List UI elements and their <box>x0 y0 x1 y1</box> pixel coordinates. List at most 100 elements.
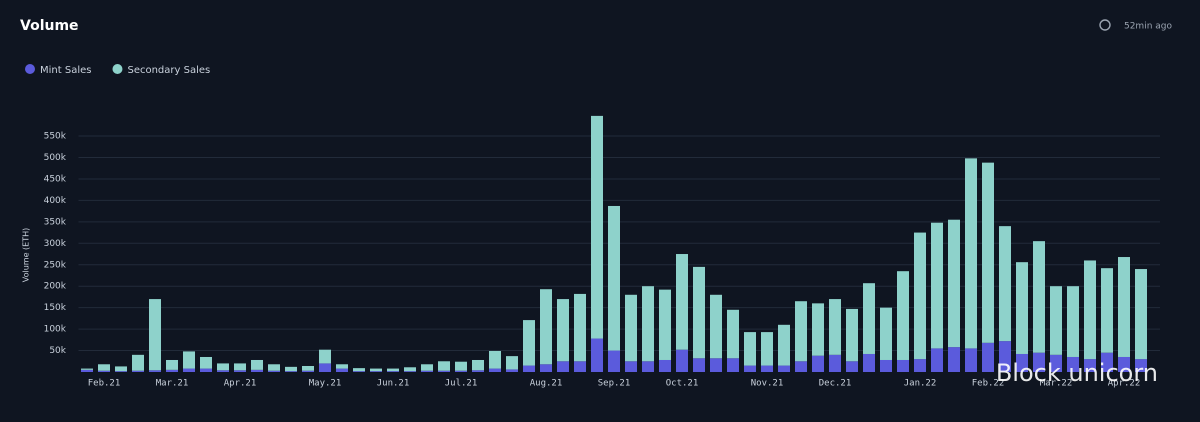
y-tick-label: 200k <box>44 282 67 292</box>
bar-segment <box>1050 354 1062 372</box>
bar-segment <box>982 342 994 372</box>
bar-segment <box>1050 286 1062 355</box>
bar-segment <box>268 364 280 371</box>
bar-segment <box>557 361 569 372</box>
y-tick-label: 550k <box>44 132 67 142</box>
bar-segment <box>1101 268 1113 353</box>
watermark: Block unicorn <box>996 359 1158 387</box>
x-tick-label: Jan.22 <box>904 379 937 389</box>
bar-segment <box>183 351 195 369</box>
bar-segment <box>438 361 450 371</box>
bar-segment <box>540 364 552 372</box>
bar-segment <box>149 370 161 372</box>
bar-segment <box>387 368 399 372</box>
bar-segment <box>897 359 909 372</box>
bar-segment <box>676 254 688 350</box>
bar-segment <box>1067 286 1079 357</box>
bar-segment <box>795 361 807 372</box>
bar-segment <box>472 359 484 371</box>
bar-segment <box>132 370 144 372</box>
y-tick-label: 400k <box>44 196 67 206</box>
bar-segment <box>965 348 977 372</box>
x-tick-label: Feb.21 <box>88 379 121 389</box>
y-tick-label: 300k <box>44 239 67 249</box>
legend-label: Secondary Sales <box>127 65 210 76</box>
bar-segment <box>370 368 382 372</box>
y-tick-label: 50k <box>49 346 66 356</box>
bar-segment <box>795 301 807 362</box>
bar-segment <box>302 370 314 372</box>
bar-segment <box>948 219 960 348</box>
bar-segment <box>999 226 1011 342</box>
bar-segment <box>642 361 654 372</box>
bar-segment <box>404 367 416 372</box>
bar-segment <box>455 370 467 372</box>
bar-segment <box>98 364 110 371</box>
bar-segment <box>1084 260 1096 360</box>
bar-segment <box>1118 356 1130 372</box>
bar-segment <box>744 332 756 366</box>
bar-segment <box>999 341 1011 372</box>
bar-segment <box>81 368 93 370</box>
bar-segment <box>217 370 229 372</box>
bar-segment <box>489 350 501 369</box>
bar-segment <box>1135 359 1147 372</box>
bar-segment <box>659 359 671 372</box>
x-tick-label: Feb.22 <box>972 379 1005 389</box>
bar-segment <box>710 358 722 372</box>
bar-segment <box>200 368 212 372</box>
bar-segment <box>319 349 331 364</box>
y-axis-label: Volume (ETH) <box>22 228 31 283</box>
bar-segment <box>387 371 399 372</box>
bar-segment <box>404 371 416 372</box>
bar-segment <box>353 368 365 372</box>
bar-segment <box>625 361 637 372</box>
bar-segment <box>608 350 620 372</box>
bar-segment <box>302 365 314 371</box>
bar-segment <box>166 369 178 372</box>
bar-segment <box>914 232 926 360</box>
bar-segment <box>285 371 297 372</box>
bar-segment <box>931 348 943 372</box>
x-tick-label: Apr.21 <box>224 379 257 389</box>
bar-segment <box>523 320 535 366</box>
bar-segment <box>1033 352 1045 372</box>
chart-title: Volume <box>20 18 79 34</box>
x-tick-label: May.21 <box>309 379 342 389</box>
bar-segment <box>319 363 331 372</box>
legend-swatch <box>25 64 35 74</box>
bar-segment <box>336 368 348 372</box>
y-tick-label: 350k <box>44 217 67 227</box>
bar-segment <box>115 371 127 372</box>
bar-segment <box>1016 262 1028 354</box>
x-tick-label: Mar.22 <box>1040 379 1073 389</box>
x-tick-label: Dec.21 <box>819 379 852 389</box>
bar-segment <box>863 353 875 372</box>
bar-segment <box>591 338 603 372</box>
bar-segment <box>557 299 569 362</box>
bar-segment <box>863 283 875 354</box>
bar-segment <box>710 294 722 359</box>
bar-segment <box>200 356 212 369</box>
bar-segment <box>948 347 960 372</box>
bar-segment <box>268 370 280 372</box>
bar-segment <box>251 369 263 372</box>
bar-segment <box>81 369 93 372</box>
bar-segment <box>642 286 654 362</box>
x-tick-label: Jul.21 <box>445 379 478 389</box>
bar-segment <box>98 370 110 372</box>
bar-segment <box>744 365 756 372</box>
x-tick-label: Apr.22 <box>1108 379 1141 389</box>
bar-segment <box>693 358 705 372</box>
bar-segment <box>472 370 484 372</box>
bar-segment <box>285 366 297 372</box>
bar-segment <box>506 356 518 370</box>
x-tick-label: Oct.21 <box>666 379 699 389</box>
bar-segment <box>659 289 671 360</box>
y-tick-label: 500k <box>44 153 67 163</box>
x-tick-label: Jun.21 <box>377 379 410 389</box>
y-tick-label: 450k <box>44 174 67 184</box>
bar-segment <box>166 359 178 370</box>
bar-segment <box>880 359 892 372</box>
